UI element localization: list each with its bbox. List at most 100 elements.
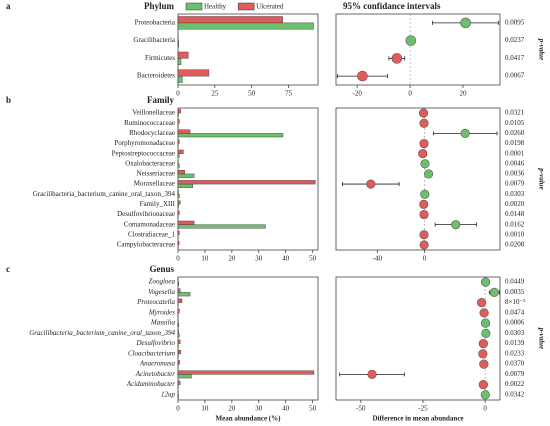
dot <box>478 380 488 390</box>
p-value: 0.0067 <box>505 72 525 80</box>
bar <box>177 220 195 225</box>
x-tick-label: 0 <box>483 405 487 413</box>
x-tick-label: 0 <box>408 90 412 98</box>
x-tick-label: -50 <box>356 405 366 413</box>
bar <box>177 200 181 205</box>
bar <box>177 329 179 334</box>
x-tick-label: 0 <box>176 405 180 413</box>
plot-frame <box>177 107 319 251</box>
dot <box>478 349 488 359</box>
dot <box>420 159 430 169</box>
category-label: Comamonadaceae <box>124 220 175 228</box>
p-value: 0.0449 <box>505 278 525 286</box>
category-label: Anaeromusa <box>139 360 176 368</box>
x-tick-label: 50 <box>248 90 256 98</box>
bar <box>177 374 192 379</box>
plot-frame <box>335 107 501 251</box>
legend-label: Ulcerated <box>256 3 284 11</box>
panel-letter: a <box>6 1 11 11</box>
x-axis-label: Mean abundance (%) <box>216 415 282 423</box>
category-label: Acinetobacter <box>135 370 176 378</box>
dot <box>419 199 429 209</box>
x-tick-label: 10 <box>201 405 209 413</box>
p-value: 0.0148 <box>505 210 525 218</box>
category-label: Moraxellaceae <box>134 180 175 188</box>
category-label: Veillonellaceae <box>132 109 175 117</box>
category-label: Myroides <box>148 308 175 316</box>
category-label: Firmicutes <box>145 54 175 62</box>
category-label: Oxalobacteraceae <box>125 159 175 167</box>
dot <box>405 35 417 46</box>
bar <box>177 339 181 344</box>
legend-label: Healthy <box>204 3 227 11</box>
bar <box>177 139 180 144</box>
bar <box>177 281 180 287</box>
dot <box>489 287 499 297</box>
p-value: 0.0001 <box>505 149 525 157</box>
dot <box>479 308 489 318</box>
category-label: Ruminococcaceae <box>124 119 175 127</box>
category-label: Peptostreptococcaceae <box>112 149 175 157</box>
bar <box>177 349 181 355</box>
x-tick-label: 30 <box>255 255 263 263</box>
p-value: 0.0237 <box>505 36 525 44</box>
category-label: Cloacibacterium <box>128 349 175 357</box>
category-label: Gracilibacteria <box>133 36 175 44</box>
x-tick-label: 0 <box>176 255 180 263</box>
legend-swatch <box>185 2 203 11</box>
bar <box>177 370 315 375</box>
bar <box>177 153 180 158</box>
x-tick-label: 25 <box>211 90 219 98</box>
dot <box>451 220 461 230</box>
bar <box>177 69 210 77</box>
category-label: Gracilibacteria_bacterium_canine_oral_ta… <box>29 329 175 337</box>
category-label: 12up <box>161 390 176 398</box>
x-axis-label: Difference in mean abundance <box>372 415 463 423</box>
bar <box>177 394 179 399</box>
bar <box>177 308 180 314</box>
category-label: Clostridiaceae_1 <box>128 230 176 238</box>
p-value: 0.0303 <box>505 190 525 198</box>
x-tick-label: 50 <box>309 255 317 263</box>
panel-title: Family <box>147 95 174 105</box>
x-tick-label: 30 <box>255 405 263 413</box>
legend-swatch <box>237 2 255 11</box>
dot <box>480 390 490 400</box>
bar <box>177 288 181 293</box>
bar <box>177 129 191 134</box>
category-label: Proteocatella <box>136 298 175 306</box>
x-tick-label: 40 <box>282 405 290 413</box>
dot <box>420 189 430 199</box>
p-value: 0.0139 <box>505 339 525 347</box>
plot-frame <box>335 276 501 401</box>
bar <box>177 230 180 235</box>
dot <box>424 169 434 179</box>
p-value: 0.0020 <box>505 200 525 208</box>
category-label: Campylobacteraceae <box>117 241 175 249</box>
dot <box>419 118 429 128</box>
category-label: Neisseriaceae <box>137 170 175 178</box>
bar <box>177 180 316 185</box>
x-tick-label: 10 <box>201 255 209 263</box>
bar <box>177 322 180 328</box>
bar <box>177 210 180 215</box>
dot <box>419 138 429 149</box>
bar <box>177 40 179 48</box>
p-value: 0.0022 <box>505 380 525 388</box>
dot <box>418 149 428 159</box>
category-label: Gracilibacteria_bacterium_canine_oral_ta… <box>33 190 176 198</box>
dot <box>477 298 487 308</box>
x-tick-label: 20 <box>459 90 467 98</box>
bar <box>177 75 183 83</box>
plot-frame <box>335 13 501 86</box>
x-tick-label: 40 <box>282 255 290 263</box>
category-label: Desulfovibrio <box>136 339 176 347</box>
dot <box>419 209 429 220</box>
bar <box>177 380 181 385</box>
p-value: 0.0474 <box>505 308 525 316</box>
bar <box>177 133 284 138</box>
bar <box>177 173 195 178</box>
x-tick-label: 20 <box>228 255 236 263</box>
p-value-axis-label: p-value <box>537 327 545 349</box>
dot <box>418 108 429 118</box>
